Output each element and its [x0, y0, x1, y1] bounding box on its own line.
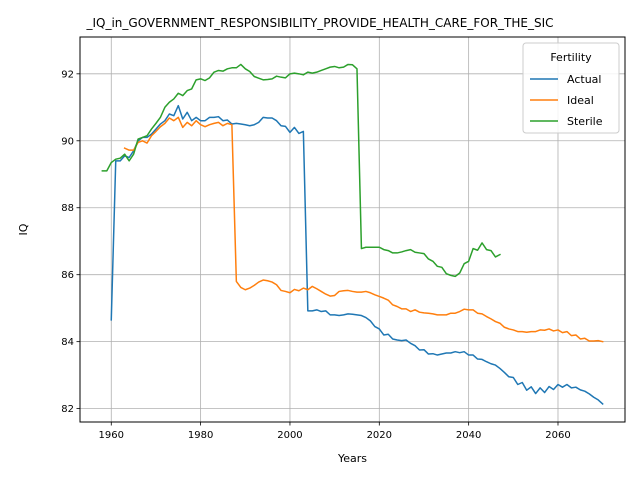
legend-label-ideal: Ideal: [567, 94, 594, 107]
series-line-sterile: [101, 63, 501, 278]
y-tick-label: 82: [61, 404, 74, 415]
y-axis-label: IQ: [17, 223, 30, 235]
x-tick-label: 2060: [545, 430, 570, 441]
y-tick-label: 92: [61, 69, 74, 80]
series-line-actual: [110, 104, 604, 405]
y-tick-label: 90: [61, 136, 74, 147]
legend-box: [522, 42, 620, 134]
y-tick-label: 84: [61, 337, 74, 348]
plot-frame: [79, 36, 626, 423]
x-tick-label: 2020: [367, 430, 392, 441]
legend-title: Fertility: [550, 51, 592, 64]
y-tick-label: 86: [61, 270, 74, 281]
legend: Fertility Actual Ideal Sterile: [522, 42, 620, 134]
x-tick-label: 1960: [99, 430, 124, 441]
x-tick-label: 2000: [277, 430, 302, 441]
legend-items: Actual Ideal Sterile: [530, 73, 603, 128]
chart-title: _IQ_in_GOVERNMENT_RESPONSIBILITY_PROVIDE…: [85, 16, 553, 30]
legend-label-sterile: Sterile: [567, 115, 603, 128]
legend-label-actual: Actual: [567, 73, 601, 86]
x-tick-label: 2040: [456, 430, 481, 441]
axis-ticks: 1960 1980 2000 2020 2040 2060 82 84 86 88 90 92: [61, 69, 570, 441]
x-axis-label: Years: [337, 452, 367, 465]
x-tick-label: 1980: [188, 430, 213, 441]
series-lines: [101, 63, 604, 405]
grid: [80, 37, 625, 422]
series-line-ideal: [123, 116, 604, 343]
y-tick-label: 88: [61, 203, 74, 214]
